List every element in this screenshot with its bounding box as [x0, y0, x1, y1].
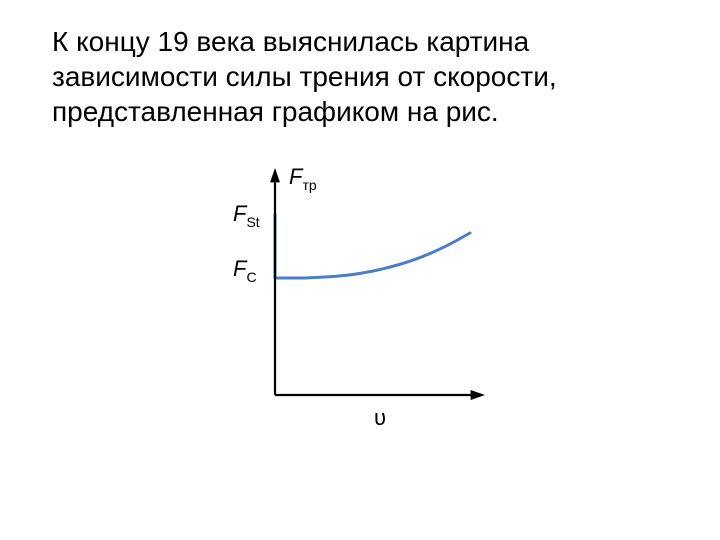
x-axis-arrow-icon: [471, 390, 485, 400]
slide: К концу 19 века выяснилась картина завис…: [0, 0, 720, 540]
y-axis-arrow-icon: [270, 168, 280, 182]
heading-line-2: зависимости силы трения от скорости,: [52, 61, 557, 92]
heading-text: К концу 19 века выяснилась картина завис…: [52, 24, 672, 129]
curve-friction: [275, 215, 470, 278]
x-axis-label: υ: [374, 405, 386, 430]
y-tick-label-fst: FSt: [233, 201, 260, 230]
heading-line-3: представленная графиком на рис.: [52, 96, 499, 127]
friction-chart: Fтр FSt FC υ: [175, 150, 515, 460]
y-axis-title: Fтр: [289, 164, 317, 193]
chart-svg: Fтр FSt FC υ: [175, 150, 515, 460]
y-tick-label-fc: FC: [233, 256, 257, 285]
heading-line-1: К концу 19 века выяснилась картина: [52, 26, 529, 57]
